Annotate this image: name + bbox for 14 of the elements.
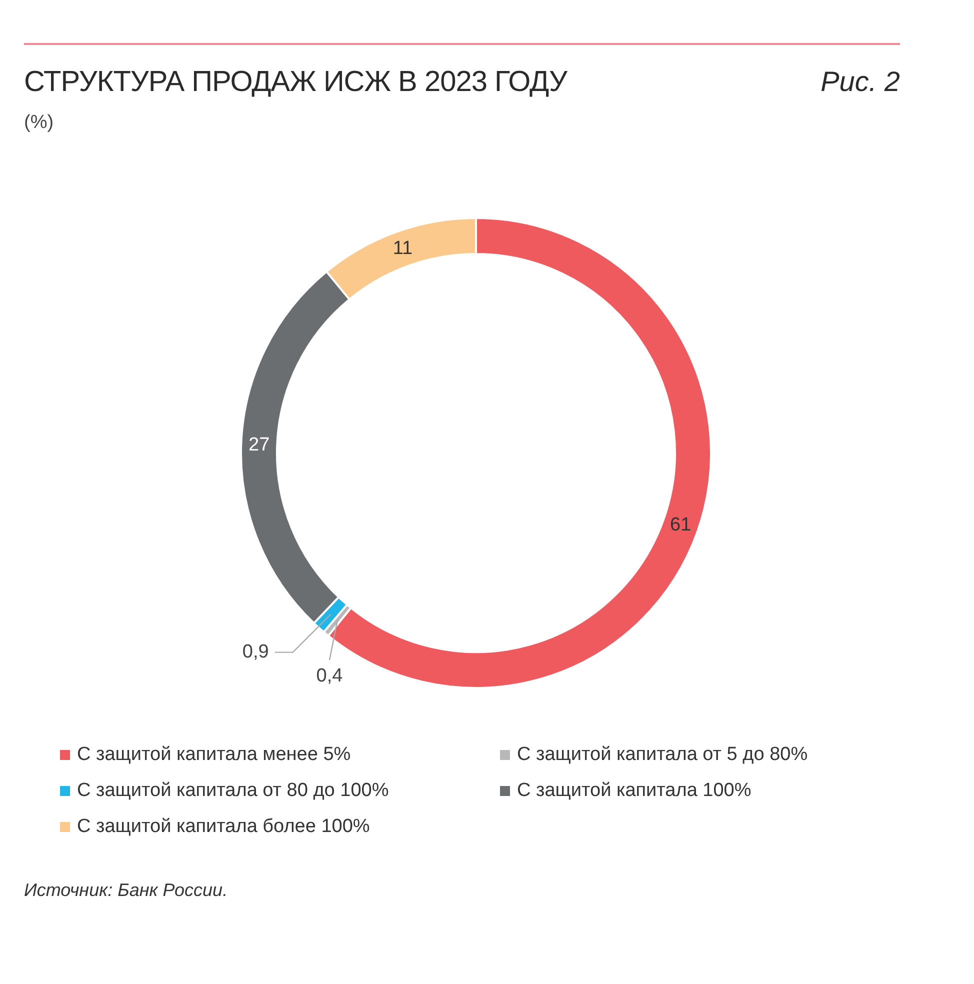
legend-label: С защитой капитала от 5 до 80% (517, 744, 808, 766)
chart-subtitle: (%) (24, 112, 54, 134)
data-label: 61 (670, 514, 692, 536)
data-label: 0,9 (242, 642, 269, 663)
text: Источник: Банк России. (24, 880, 228, 901)
text: Рис. 2 (820, 66, 900, 98)
legend-label: С защитой капитала более 100% (77, 816, 370, 838)
legend-label: С защитой капитала менее 5% (77, 744, 351, 766)
data-label: 27 (248, 434, 270, 456)
data-label: 0,4 (316, 665, 344, 686)
data-label: 11 (392, 238, 413, 259)
legend-label: С защитой капитала от 80 до 100% (77, 780, 389, 802)
chart-title: СТРУКТУРА ПРОДАЖ ИСЖ В 2023 ГОДУ (24, 66, 567, 99)
legend-label: С защитой капитала 100% (517, 780, 752, 802)
